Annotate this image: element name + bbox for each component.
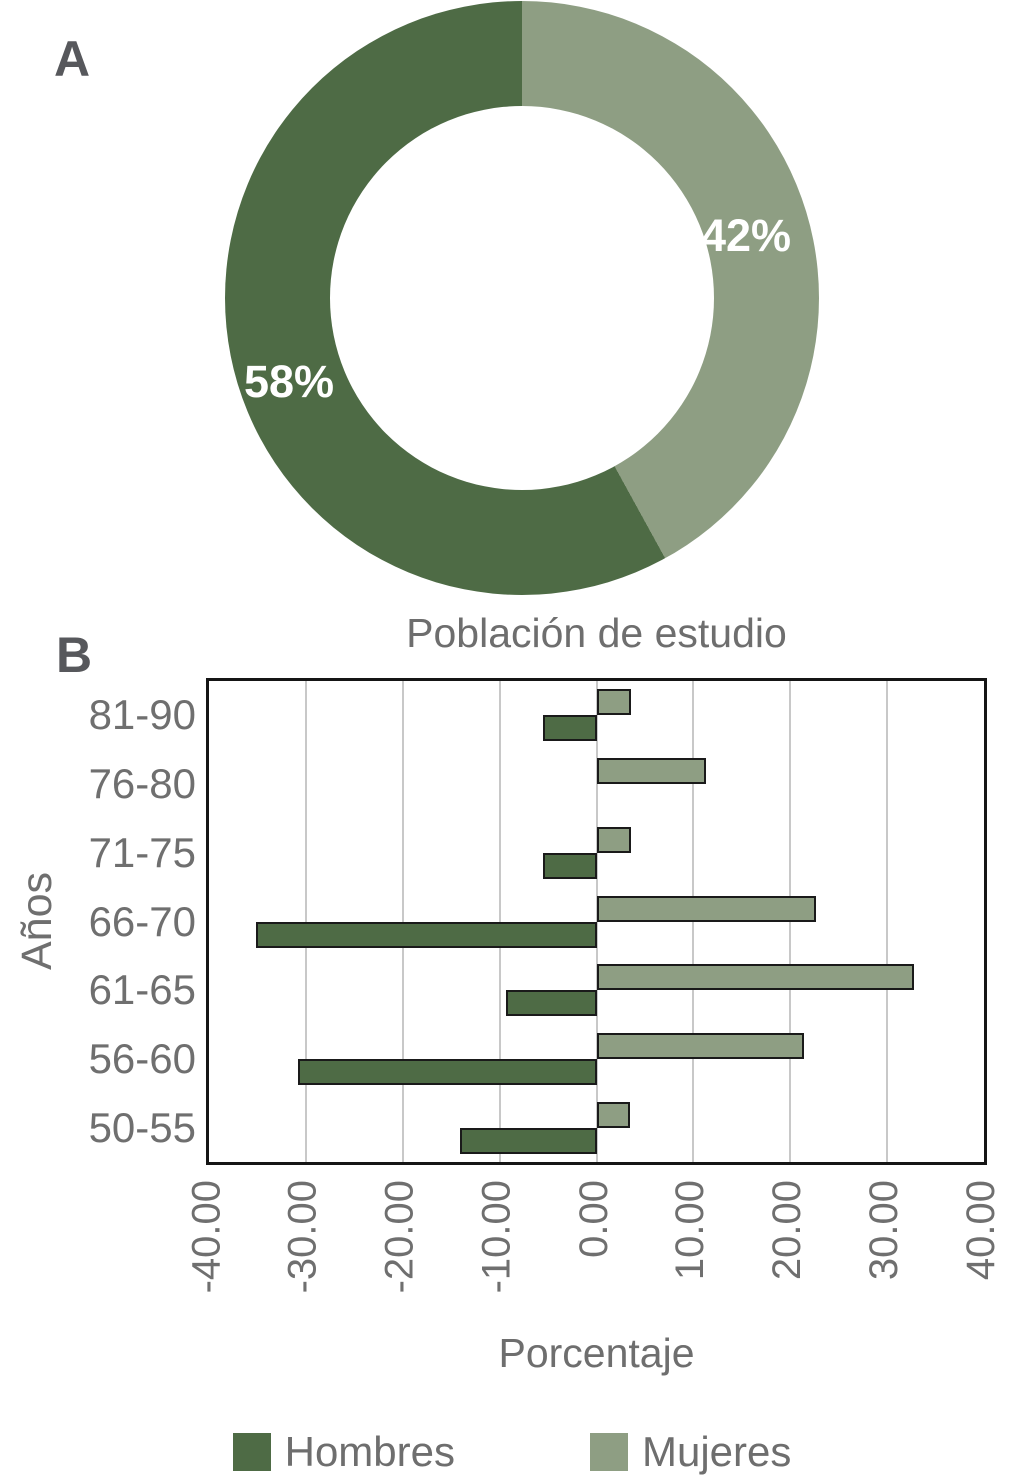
bar-hombres-66-70	[255, 921, 597, 948]
legend: Hombres Mujeres	[0, 1428, 1024, 1476]
gridline	[692, 681, 695, 1162]
bar-mujeres-81-90	[596, 689, 632, 716]
y-tick-61-65: 61-65	[88, 966, 196, 1014]
gridline	[595, 681, 598, 1162]
y-tick-76-80: 76-80	[88, 760, 196, 808]
x-axis-label: Porcentaje	[498, 1330, 695, 1376]
bar-hombres-81-90	[543, 715, 597, 742]
pyramid-plot-area	[206, 678, 987, 1165]
y-tick-50-55: 50-55	[88, 1103, 196, 1151]
chart-title: Población de estudio	[406, 610, 787, 656]
bar-mujeres-61-65	[596, 964, 915, 991]
y-tick-81-90: 81-90	[88, 691, 196, 739]
bar-hombres-50-55	[459, 1127, 597, 1154]
donut-segment-label-hombres: 58%	[243, 356, 335, 407]
gridline	[789, 681, 792, 1162]
x-tick-40.00: 40.00	[959, 1180, 1003, 1281]
panel-b-letter: B	[56, 627, 93, 683]
bar-mujeres-56-60	[596, 1032, 804, 1059]
x-tick-10.00: 10.00	[668, 1180, 713, 1281]
legend-item-hombres: Hombres	[232, 1428, 455, 1476]
x-tick--20.00: -20.00	[377, 1180, 422, 1294]
x-tick-20.00: 20.00	[765, 1180, 810, 1281]
legend-swatch-mujeres	[590, 1433, 628, 1471]
legend-item-mujeres: Mujeres	[590, 1428, 791, 1476]
x-tick-30.00: 30.00	[862, 1180, 907, 1281]
bar-hombres-56-60	[298, 1058, 597, 1085]
bar-hombres-61-65	[506, 990, 597, 1017]
x-tick--30.00: -30.00	[280, 1180, 325, 1294]
bar-mujeres-76-80	[596, 758, 706, 785]
x-tick--10.00: -10.00	[474, 1180, 519, 1294]
bar-mujeres-50-55	[596, 1101, 631, 1128]
panel-a-letter: A	[54, 31, 91, 87]
gridline	[886, 681, 889, 1162]
legend-label-mujeres: Mujeres	[642, 1428, 792, 1475]
y-tick-71-75: 71-75	[88, 828, 196, 876]
y-axis-label: Años	[13, 872, 61, 971]
y-tick-56-60: 56-60	[88, 1034, 196, 1082]
bar-hombres-71-75	[543, 852, 597, 879]
legend-label-hombres: Hombres	[284, 1428, 455, 1475]
x-tick--40.00: -40.00	[184, 1180, 228, 1294]
bar-mujeres-71-75	[596, 826, 632, 853]
legend-swatch-hombres	[232, 1433, 271, 1471]
donut-segment-label-mujeres: 42%	[700, 210, 792, 261]
y-tick-66-70: 66-70	[88, 897, 196, 945]
donut-chart	[225, 1, 819, 595]
donut-hole	[330, 106, 714, 490]
bar-mujeres-66-70	[596, 895, 817, 922]
x-tick-0.00: 0.00	[571, 1180, 616, 1258]
